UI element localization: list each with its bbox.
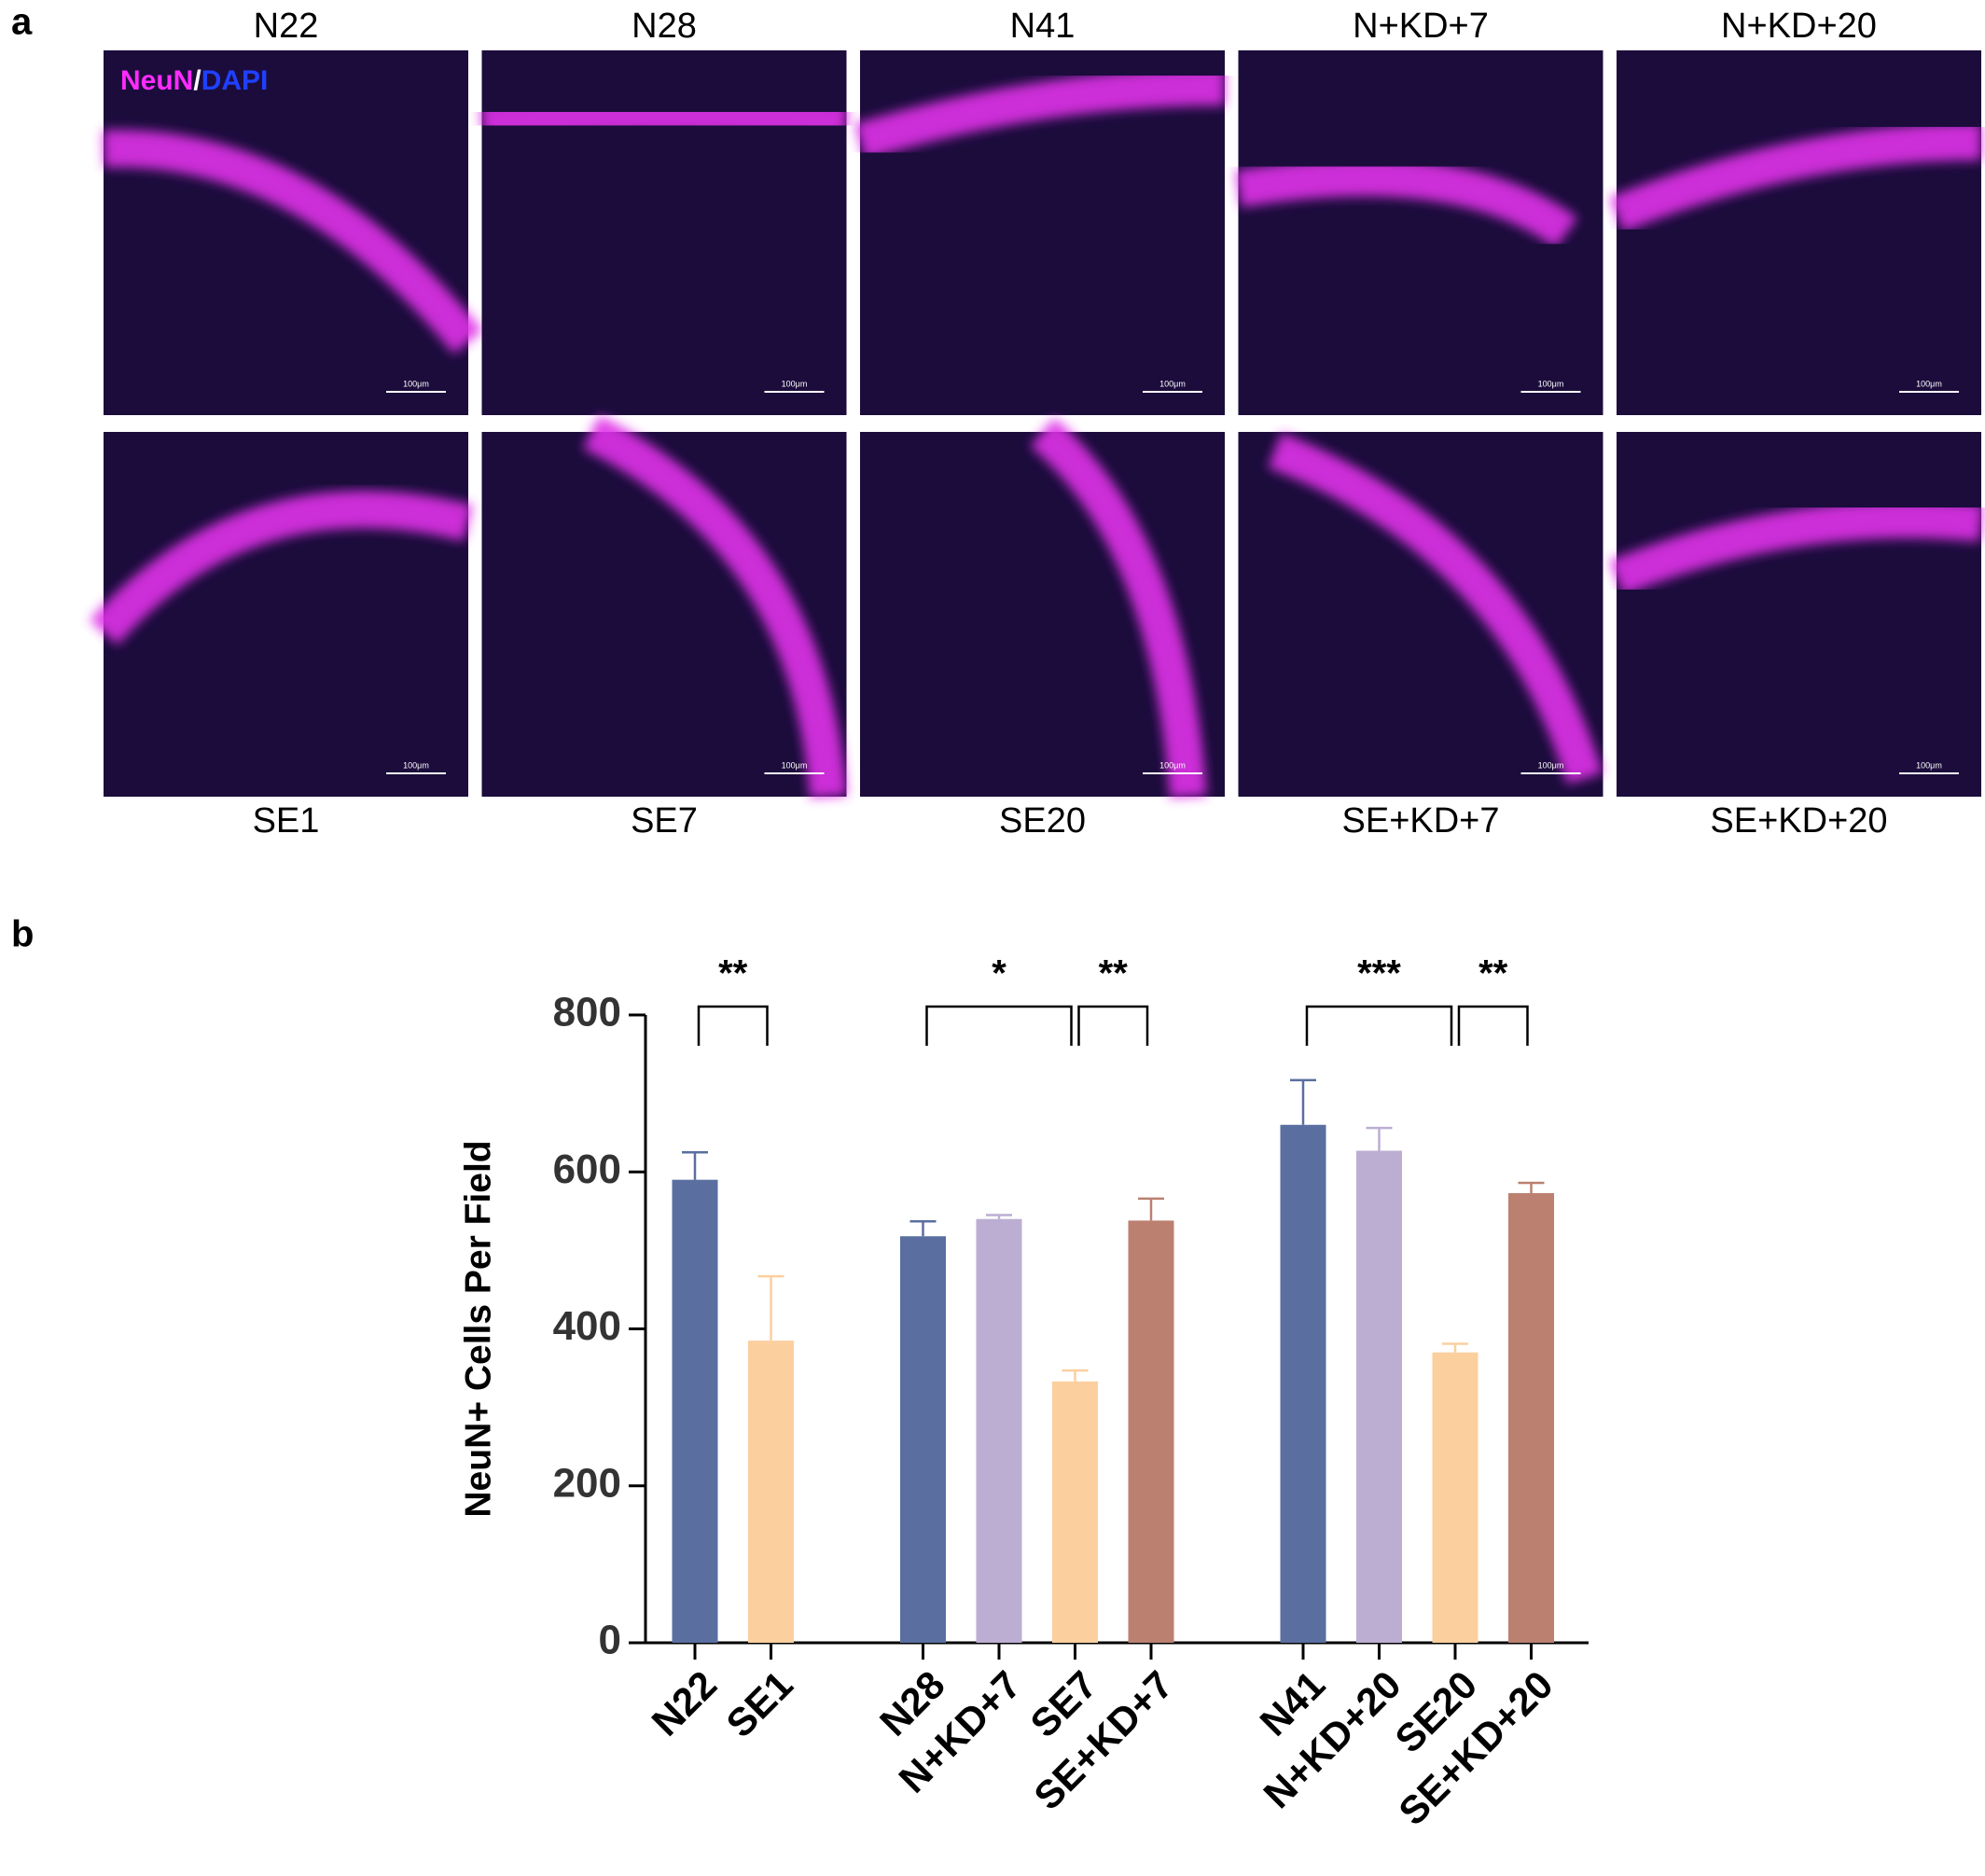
- neuron-band: [103, 130, 483, 354]
- panel-label: b: [11, 914, 34, 955]
- column-label: N28: [632, 7, 697, 46]
- neuron-band: [1609, 500, 1983, 595]
- stain-label: NeuN: [120, 65, 193, 96]
- neuron-band: [582, 415, 847, 799]
- neuron-band: [90, 491, 473, 646]
- y-tick-label: 0: [599, 1618, 621, 1663]
- bar: [672, 1179, 718, 1643]
- significance-label: **: [1478, 953, 1508, 994]
- scale-label: 100μm: [1916, 760, 1942, 770]
- scale-label: 100μm: [1159, 379, 1186, 388]
- bar: [1052, 1381, 1098, 1643]
- scale-label: 100μm: [1159, 760, 1186, 770]
- micrograph: [1238, 432, 1603, 797]
- column-label: N41: [1010, 7, 1076, 46]
- stain-legend: NeuN/DAPI: [120, 65, 268, 96]
- column-label: SE7: [631, 801, 698, 841]
- micrograph: [1617, 50, 1981, 415]
- x-tick-label: N22: [643, 1662, 725, 1744]
- scale-label: 100μm: [1538, 379, 1564, 388]
- neuron-band: [1268, 432, 1603, 785]
- y-tick-label: 600: [553, 1146, 621, 1192]
- significance-bracket: [925, 1005, 1073, 1046]
- significance-label: **: [1099, 953, 1129, 994]
- x-tick-label: SE1: [717, 1662, 800, 1745]
- scale-label: 100μm: [782, 760, 808, 770]
- y-tick-label: 400: [553, 1303, 621, 1349]
- significance-label: **: [718, 953, 748, 994]
- micrograph: [1617, 432, 1981, 797]
- significance-label: *: [992, 953, 1006, 994]
- micrograph: [104, 50, 468, 415]
- y-axis-label: NeuN+ Cells Per Field: [458, 1140, 498, 1517]
- stain-label: DAPI: [201, 65, 269, 96]
- scale-label: 100μm: [403, 379, 429, 388]
- bar: [1356, 1150, 1402, 1643]
- neuron-band: [1235, 159, 1578, 248]
- stain-label: /: [193, 65, 201, 96]
- significance-bracket: [1077, 1005, 1149, 1046]
- bar: [1128, 1220, 1174, 1643]
- y-tick-label: 200: [553, 1460, 621, 1506]
- scale-label: 100μm: [782, 379, 808, 388]
- significance-label: ***: [1357, 953, 1401, 994]
- bar: [748, 1341, 794, 1643]
- y-tick-label: 800: [553, 990, 621, 1035]
- neuron-band: [1609, 122, 1982, 232]
- neuron-band: [854, 68, 1226, 160]
- neuron-band: [1030, 417, 1207, 799]
- panel-label: a: [11, 2, 33, 43]
- bar: [1508, 1192, 1554, 1643]
- bar: [900, 1236, 946, 1643]
- column-label: N22: [254, 7, 319, 46]
- bar: [1432, 1352, 1478, 1643]
- scale-label: 100μm: [1538, 760, 1564, 770]
- column-label: N+KD+7: [1353, 7, 1489, 46]
- scale-label: 100μm: [1916, 379, 1942, 388]
- significance-bracket: [697, 1005, 769, 1046]
- column-label: N+KD+20: [1721, 7, 1877, 46]
- significance-bracket: [1305, 1005, 1453, 1046]
- column-label: SE+KD+7: [1342, 801, 1500, 841]
- column-label: SE+KD+20: [1710, 801, 1887, 841]
- column-label: SE1: [253, 801, 320, 841]
- bar: [1280, 1124, 1326, 1643]
- significance-bracket: [1457, 1005, 1529, 1046]
- micrograph: [104, 432, 468, 797]
- scale-label: 100μm: [403, 760, 429, 770]
- column-label: SE20: [999, 801, 1086, 841]
- neuron-band: [479, 95, 849, 143]
- bar: [976, 1218, 1022, 1643]
